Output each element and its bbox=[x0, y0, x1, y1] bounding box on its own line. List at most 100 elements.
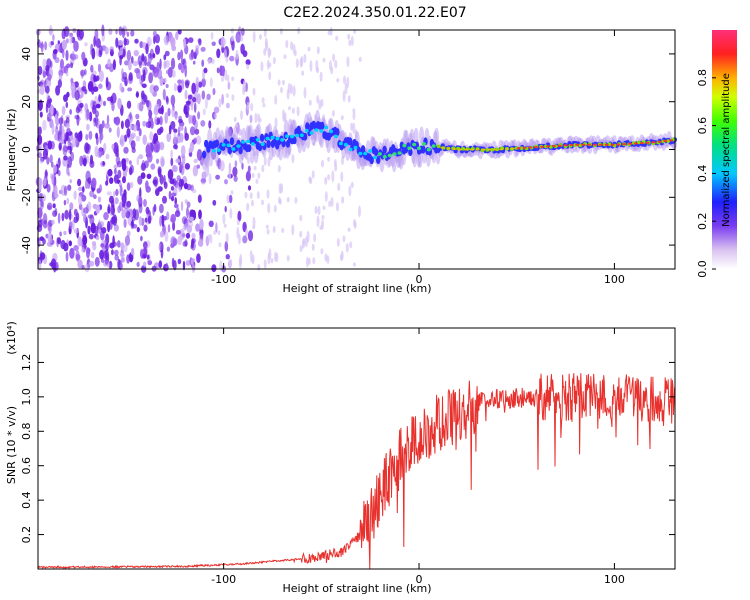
noise-speck bbox=[85, 134, 89, 141]
noise-speck bbox=[267, 124, 271, 134]
noise-speck bbox=[231, 39, 235, 51]
noise-speck bbox=[192, 165, 199, 177]
noise-speck bbox=[164, 60, 170, 68]
noise-speck bbox=[321, 159, 324, 168]
noise-speck bbox=[58, 46, 62, 53]
noise-speck bbox=[324, 191, 328, 202]
noise-speck bbox=[90, 251, 95, 259]
noise-speck bbox=[170, 213, 176, 223]
noise-speck bbox=[155, 140, 161, 153]
noise-speck bbox=[166, 211, 170, 221]
track-peak bbox=[246, 139, 251, 144]
noise-speck bbox=[109, 177, 114, 185]
noise-speck bbox=[256, 147, 259, 157]
noise-speck bbox=[126, 182, 131, 191]
noise-speck bbox=[184, 126, 187, 139]
noise-speck bbox=[119, 263, 123, 270]
noise-speck bbox=[118, 26, 123, 36]
noise-speck bbox=[327, 156, 331, 162]
colorbar-gradient bbox=[712, 30, 737, 269]
noise-speck bbox=[331, 110, 335, 117]
noise-speck bbox=[293, 49, 297, 57]
noise-speck bbox=[75, 250, 80, 262]
noise-speck bbox=[268, 71, 272, 81]
noise-speck bbox=[129, 111, 132, 120]
track-core bbox=[229, 137, 235, 146]
y-tick-label: 0.2 bbox=[20, 526, 33, 544]
noise-speck bbox=[159, 231, 165, 238]
noise-speck bbox=[159, 203, 164, 214]
noise-speck bbox=[57, 40, 60, 45]
noise-speck bbox=[171, 45, 177, 52]
noise-speck bbox=[277, 165, 281, 173]
noise-speck bbox=[69, 109, 72, 115]
noise-speck bbox=[145, 180, 149, 190]
noise-speck bbox=[167, 224, 171, 233]
noise-speck bbox=[316, 67, 320, 74]
noise-speck bbox=[191, 188, 197, 194]
track-max bbox=[633, 142, 638, 145]
noise-speck bbox=[105, 180, 109, 186]
track-peak bbox=[407, 146, 412, 151]
noise-speck bbox=[138, 203, 143, 214]
noise-speck bbox=[173, 128, 178, 134]
noise-speck bbox=[170, 186, 175, 191]
noise-speck bbox=[98, 45, 103, 56]
noise-speck bbox=[250, 257, 254, 263]
track-peak bbox=[290, 134, 294, 139]
noise-speck bbox=[160, 105, 164, 115]
noise-speck bbox=[168, 124, 172, 135]
noise-speck bbox=[147, 100, 152, 112]
noise-speck bbox=[63, 230, 67, 236]
noise-speck bbox=[113, 249, 119, 256]
noise-speck bbox=[299, 214, 303, 222]
noise-speck bbox=[218, 98, 222, 108]
noise-speck bbox=[193, 102, 197, 113]
noise-speck bbox=[224, 240, 229, 252]
noise-speck bbox=[159, 126, 164, 134]
noise-speck bbox=[270, 257, 274, 264]
noise-speck bbox=[142, 69, 146, 82]
noise-speck bbox=[178, 118, 183, 124]
y-tick-label: 0.6 bbox=[20, 457, 33, 475]
noise-speck bbox=[228, 194, 233, 204]
noise-speck bbox=[81, 265, 85, 270]
track-peak bbox=[607, 142, 612, 146]
noise-speck bbox=[272, 57, 276, 65]
track-core bbox=[348, 137, 353, 146]
noise-speck bbox=[47, 140, 53, 150]
noise-speck bbox=[336, 238, 340, 247]
noise-speck bbox=[218, 242, 222, 248]
noise-speck bbox=[297, 26, 301, 35]
noise-speck bbox=[208, 220, 214, 228]
track-peak bbox=[270, 135, 275, 140]
track-halo bbox=[332, 135, 338, 154]
noise-speck bbox=[263, 28, 267, 38]
noise-speck bbox=[358, 205, 361, 218]
noise-speck bbox=[211, 41, 216, 47]
noise-speck bbox=[299, 245, 303, 253]
noise-speck bbox=[152, 206, 155, 216]
noise-speck bbox=[40, 41, 44, 53]
noise-speck bbox=[215, 174, 221, 180]
track-max bbox=[587, 143, 591, 146]
noise-speck bbox=[223, 38, 227, 46]
noise-speck bbox=[63, 199, 67, 206]
y-tick-label: 0.4 bbox=[20, 491, 33, 509]
noise-speck bbox=[278, 196, 281, 204]
noise-speck bbox=[89, 111, 93, 122]
noise-speck bbox=[155, 45, 160, 55]
track-peak bbox=[260, 142, 265, 146]
noise-speck bbox=[172, 178, 177, 187]
noise-speck bbox=[97, 196, 102, 203]
noise-speck bbox=[230, 27, 234, 34]
noise-speck bbox=[207, 58, 211, 65]
noise-speck bbox=[84, 264, 90, 273]
track-peak bbox=[275, 136, 280, 141]
noise-speck bbox=[155, 187, 160, 197]
noise-speck bbox=[37, 126, 42, 135]
noise-speck bbox=[70, 82, 76, 93]
noise-speck bbox=[350, 181, 354, 188]
noise-speck bbox=[201, 90, 206, 100]
noise-speck bbox=[77, 195, 83, 206]
